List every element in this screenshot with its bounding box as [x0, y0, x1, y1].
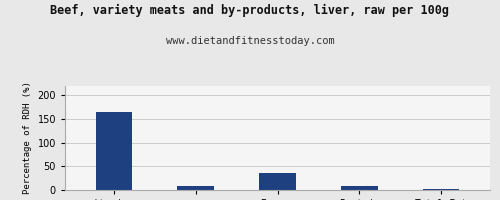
Bar [178, 186, 214, 190]
Text: www.dietandfitnesstoday.com: www.dietandfitnesstoday.com [166, 36, 334, 46]
Bar [341, 186, 378, 190]
Bar [259, 173, 296, 190]
Y-axis label: Percentage of RDH (%): Percentage of RDH (%) [23, 82, 32, 194]
Bar [96, 112, 132, 190]
Bar [422, 189, 460, 190]
Text: Beef, variety meats and by-products, liver, raw per 100g: Beef, variety meats and by-products, liv… [50, 4, 450, 17]
